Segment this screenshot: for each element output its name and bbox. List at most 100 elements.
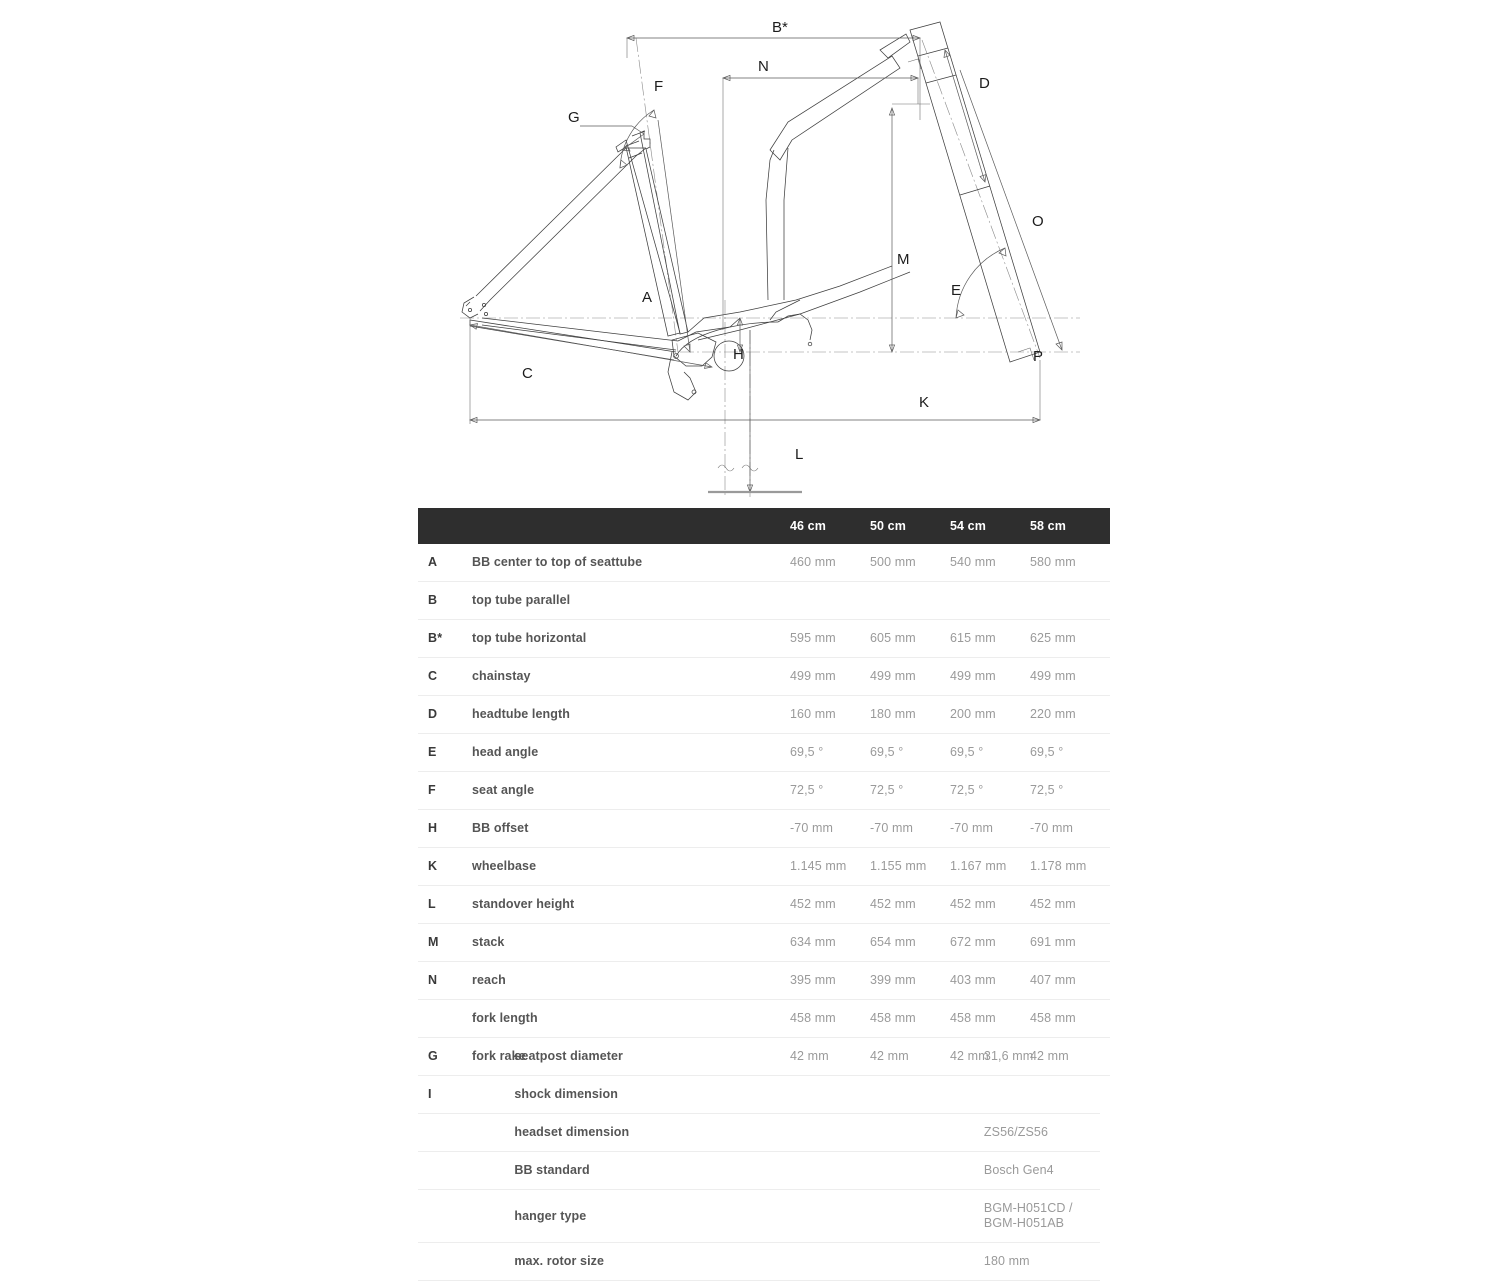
row-value: -70 mm [950, 821, 993, 835]
table-row: BB standard Bosch Gen4 [418, 1152, 1100, 1190]
row-code [418, 1000, 472, 1038]
row-value: 180 mm [870, 707, 916, 721]
row-value: 200 mm [950, 707, 996, 721]
row-value: 72,5 ° [1030, 783, 1064, 797]
row-label: max. rotor size [514, 1254, 605, 1268]
diagram-label-K: K [919, 394, 929, 411]
row-value: 42 mm [790, 1049, 829, 1063]
row-value: 69,5 ° [870, 745, 904, 759]
row-value: -70 mm [1030, 821, 1073, 835]
row-value: 72,5 ° [950, 783, 984, 797]
table-row: headset dimension ZS56/ZS56 [418, 1114, 1100, 1152]
row-value [984, 1076, 1100, 1114]
row-value: 180 mm [983, 1254, 1030, 1268]
row-label: standover height [472, 897, 575, 911]
row-label: seatpost diameter [514, 1049, 624, 1063]
row-label: shock dimension [514, 1087, 618, 1101]
row-label: stack [472, 935, 505, 949]
row-code: B* [428, 631, 443, 645]
table-row: max. rotor size 180 mm [418, 1243, 1100, 1281]
row-value: 691 mm [1030, 935, 1076, 949]
header-size-46: 46 cm [790, 519, 826, 533]
row-value [870, 582, 950, 620]
row-value: 42 mm [870, 1049, 909, 1063]
diagram-label-D: D [979, 75, 990, 92]
row-value: 499 mm [790, 669, 836, 683]
row-label: reach [472, 973, 506, 987]
diagram-label-N: N [758, 58, 769, 75]
row-value: 69,5 ° [950, 745, 984, 759]
row-value: 452 mm [790, 897, 836, 911]
diagram-label-P: P [1033, 348, 1043, 365]
row-value: 395 mm [790, 973, 836, 987]
geometry-header-row: 46 cm 50 cm 54 cm 58 cm [418, 508, 1110, 544]
row-label: fork rake [472, 1049, 526, 1063]
row-code: A [428, 555, 438, 569]
table-row: hanger type BGM-H051CD / BGM-H051AB [418, 1190, 1100, 1243]
row-label: BB offset [472, 821, 529, 835]
row-value: -70 mm [790, 821, 833, 835]
row-label: BB standard [514, 1163, 590, 1177]
diagram-label-H: H [733, 346, 744, 363]
diagram-label-C: C [522, 365, 533, 382]
diagram-label-F: F [654, 78, 663, 95]
row-value: 654 mm [870, 935, 916, 949]
geometry-table-container: 46 cm 50 cm 54 cm 58 cm A BB center to to… [418, 508, 1110, 1076]
row-value: 407 mm [1030, 973, 1076, 987]
row-value: 69,5 ° [1030, 745, 1064, 759]
row-value: Bosch Gen4 [983, 1163, 1054, 1177]
row-value: BGM-H051CD / BGM-H051AB [983, 1201, 1073, 1230]
table-row: B* top tube horizontal 595 mm 605 mm 615 mm 6… [418, 620, 1110, 658]
row-value: 399 mm [870, 973, 916, 987]
row-value: 460 mm [790, 555, 836, 569]
row-value: 72,5 ° [870, 783, 904, 797]
header-code-col [418, 508, 472, 544]
row-label: seat angle [472, 783, 535, 797]
row-code: D [428, 707, 438, 721]
row-value: 605 mm [870, 631, 916, 645]
row-value: 458 mm [790, 1011, 836, 1025]
table-row: H BB offset -70 mm -70 mm -70 mm -70 mm [418, 810, 1110, 848]
row-code [418, 1243, 496, 1281]
row-code: F [428, 783, 436, 797]
geometry-table: 46 cm 50 cm 54 cm 58 cm A BB center to to… [418, 508, 1110, 1076]
diagram-label-O: O [1032, 213, 1044, 230]
row-label: BB center to top of seattube [472, 555, 643, 569]
row-value [1030, 582, 1110, 620]
row-value: 42 mm [950, 1049, 989, 1063]
row-code [418, 1152, 496, 1190]
row-code: L [428, 897, 436, 911]
row-value [790, 582, 870, 620]
row-value: 458 mm [870, 1011, 916, 1025]
row-value: 160 mm [790, 707, 836, 721]
row-value: ZS56/ZS56 [983, 1125, 1049, 1139]
row-label: hanger type [514, 1208, 587, 1223]
row-value: 672 mm [950, 935, 996, 949]
header-size-58: 58 cm [1030, 519, 1066, 533]
row-code: G [428, 1049, 438, 1063]
row-value: 452 mm [1030, 897, 1076, 911]
row-label: head angle [472, 745, 539, 759]
row-value: 1.155 mm [870, 859, 927, 873]
row-label: top tube parallel [472, 593, 571, 607]
table-row: fork length 458 mm 458 mm 458 mm 458 mm [418, 1000, 1110, 1038]
row-code: N [428, 973, 438, 987]
table-row: fork rake 42 mm 42 mm 42 mm 42 mm [418, 1038, 1110, 1076]
row-value: 458 mm [1030, 1011, 1076, 1025]
row-value: 1.145 mm [790, 859, 847, 873]
row-value: 452 mm [950, 897, 996, 911]
row-code: K [428, 859, 438, 873]
row-label: chainstay [472, 669, 531, 683]
row-value: 1.167 mm [950, 859, 1007, 873]
row-code: B [428, 593, 438, 607]
row-value: 580 mm [1030, 555, 1076, 569]
row-code: I [428, 1087, 432, 1101]
